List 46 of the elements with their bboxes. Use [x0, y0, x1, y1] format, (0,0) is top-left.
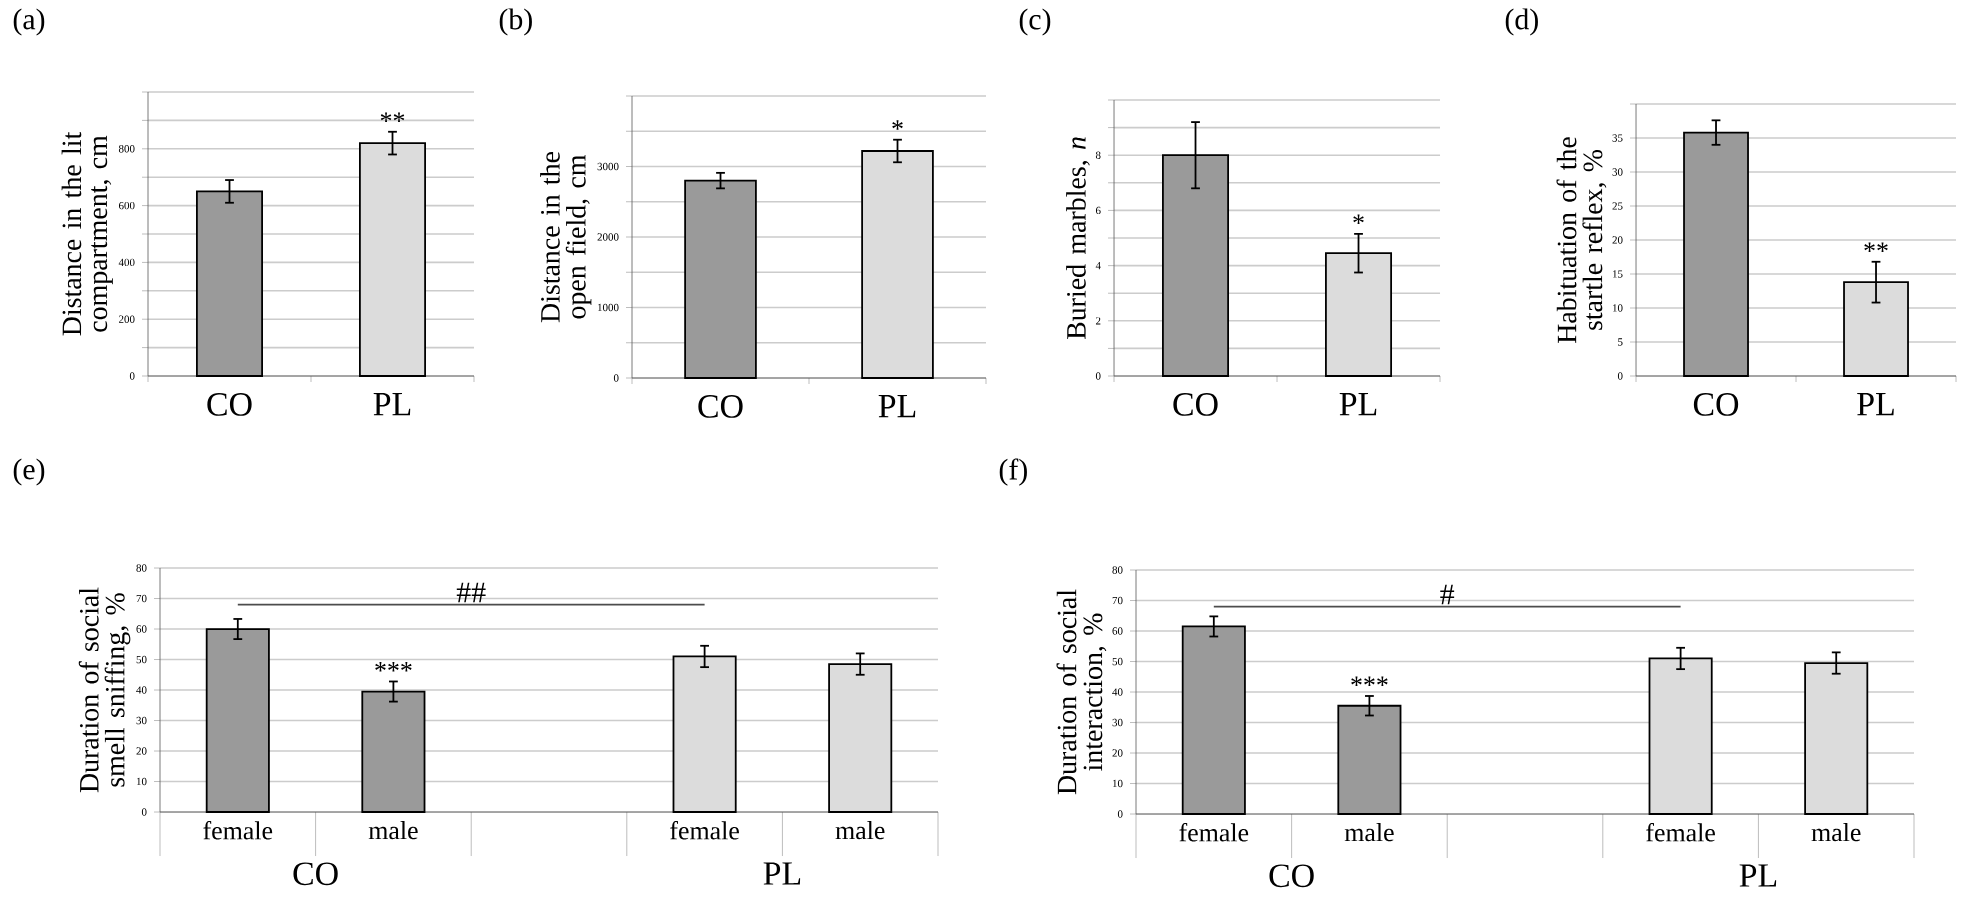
bar: [1337, 704, 1402, 815]
x-tick-label: male: [1344, 823, 1394, 842]
x-tick-label: CO: [207, 393, 252, 416]
x-tick-label: female: [1179, 823, 1249, 842]
y-axis-title: Duration of social smell sniffing, %: [78, 587, 131, 793]
x-tick-label: male: [1811, 823, 1861, 842]
bar: [1181, 625, 1246, 815]
annotation: **: [380, 112, 405, 122]
bar: [205, 628, 270, 813]
x-tick-label: CO: [698, 395, 743, 418]
y-axis-title: Habituation of the startle reflex, %: [1556, 137, 1607, 343]
chart-title: (e): [13, 458, 45, 486]
x-tick-label: CO: [1173, 393, 1218, 416]
bar: [361, 690, 426, 813]
x-tick-label: PL: [373, 393, 411, 416]
chart-title: (a): [13, 8, 45, 36]
x-tick-label: female: [203, 821, 273, 840]
annotation: *: [1353, 214, 1364, 224]
annotation: *: [892, 120, 903, 130]
annotation: ***: [375, 662, 412, 672]
annotation: **: [1864, 242, 1888, 252]
x-tick-label: PL: [1857, 393, 1894, 416]
annotation: ***: [1351, 676, 1388, 687]
bar: [672, 655, 737, 813]
y-axis-title: Distance in the open field, cm: [540, 151, 592, 323]
y-axis-title: Buried marbles, n: [1066, 137, 1090, 340]
x-tick-label: female: [670, 821, 739, 840]
x-tick-label: PL: [1339, 393, 1377, 416]
annotation: ##: [456, 582, 486, 603]
x-tick-label: male: [368, 821, 418, 840]
chart-title: (b): [499, 8, 532, 36]
bar: [1648, 657, 1713, 815]
text: PL: [763, 862, 801, 885]
annotation: #: [1440, 584, 1455, 605]
text: PL: [1739, 864, 1777, 887]
x-tick-label: CO: [1693, 393, 1739, 416]
y-axis-title: Duration of social interaction, %: [1056, 589, 1107, 795]
y-axis-title: Distance in the lit compartment, cm: [61, 131, 113, 336]
chart-title: (c): [1019, 8, 1051, 36]
text: CO: [1269, 864, 1314, 888]
x-tick-label: male: [835, 821, 885, 840]
x-tick-label: female: [1646, 823, 1715, 842]
chart-title: (d): [1505, 8, 1538, 36]
text: CO: [293, 862, 338, 886]
chart-title: (f): [999, 458, 1027, 486]
x-tick-label: PL: [878, 395, 916, 418]
